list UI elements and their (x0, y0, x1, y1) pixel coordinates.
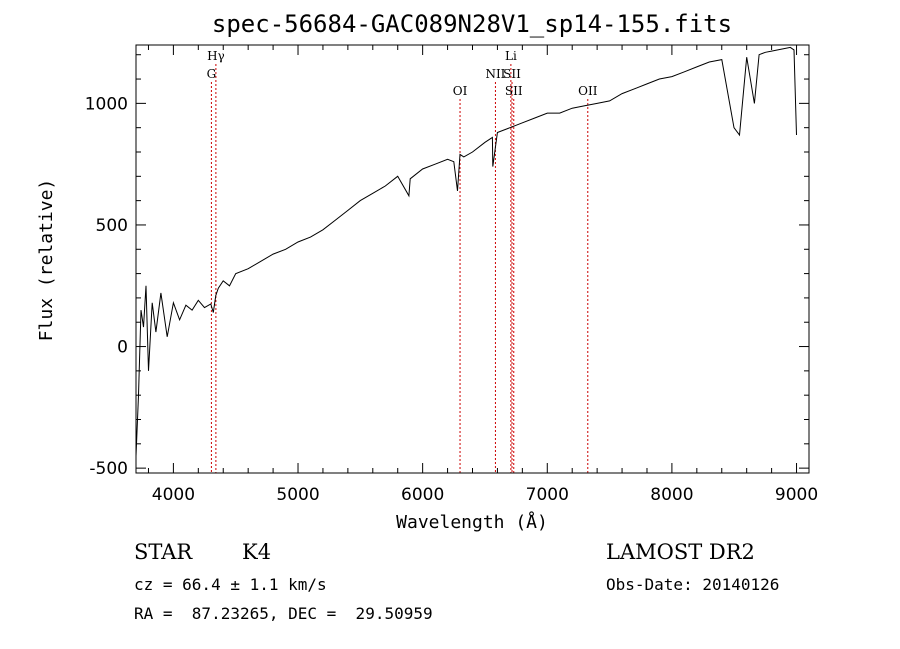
y-tick-label: -500 (89, 459, 128, 479)
y-tick-label: 1000 (85, 94, 128, 114)
line-marker-label: SII (503, 67, 521, 81)
x-axis-label: Wavelength (Å) (396, 511, 548, 533)
chart-title: spec-56684-GAC089N28V1_sp14-155.fits (212, 10, 732, 38)
plot-frame (135, 44, 810, 474)
y-axis-label: Flux (relative) (36, 179, 57, 342)
x-axis-ticks: 4000 5000 6000 7000 8000 9000 (147, 45, 818, 505)
line-marker-label: OI (453, 84, 468, 98)
line-marker-label: NII (485, 67, 505, 81)
line-marker-label: G (207, 67, 217, 81)
x-tick-label: 7000 (526, 485, 569, 505)
x-tick-label: 8000 (650, 485, 693, 505)
line-marker-label: Hγ (207, 49, 225, 63)
redshift-cz: cz = 66.4 ± 1.1 km/s (134, 575, 327, 594)
x-tick-label: 5000 (276, 485, 319, 505)
object-class: STAR (134, 540, 193, 564)
ra-dec: RA = 87.23265, DEC = 29.50959 (134, 604, 433, 623)
line-marker-label: OII (578, 84, 598, 98)
y-axis-ticks: -500 0 500 1000 (85, 54, 809, 479)
line-marker-label: Li (505, 49, 517, 63)
y-tick-label: 500 (96, 216, 128, 236)
spectrum-chart: spec-56684-GAC089N28V1_sp14-155.fits Hγ G… (36, 10, 818, 533)
object-subclass: K4 (242, 540, 272, 564)
y-tick-label: 0 (117, 338, 128, 358)
line-marker-label: SII (505, 84, 523, 98)
x-tick-label: 6000 (401, 485, 444, 505)
observation-date: Obs-Date: 20140126 (606, 575, 780, 594)
spectrum-line (135, 46, 797, 457)
x-tick-label: 4000 (152, 485, 195, 505)
survey-name: LAMOST DR2 (606, 540, 755, 564)
x-tick-label: 9000 (775, 485, 818, 505)
